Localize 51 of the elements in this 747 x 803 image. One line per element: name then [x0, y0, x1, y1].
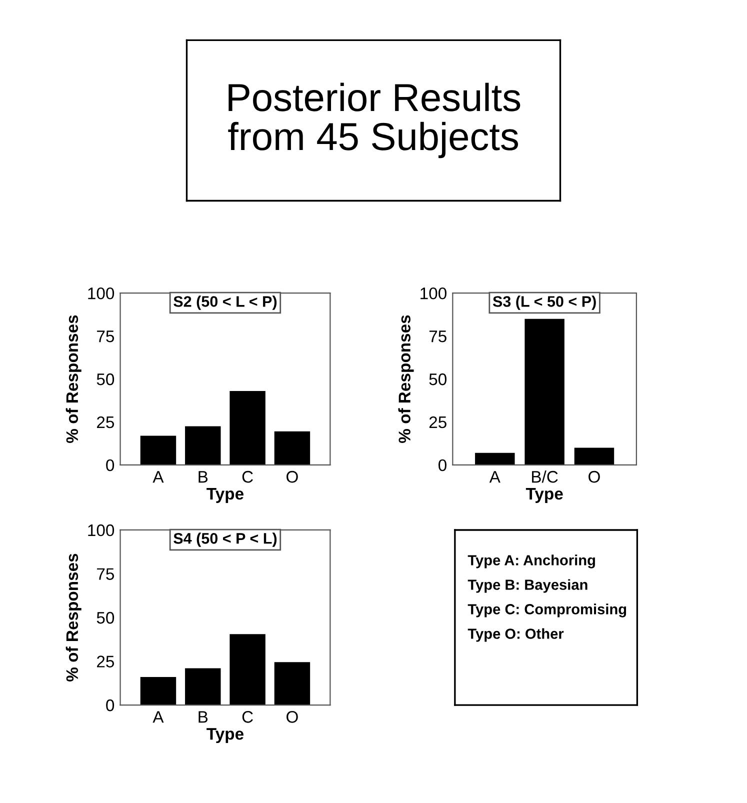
x-tick-label: B/C	[532, 470, 558, 483]
bar	[524, 318, 564, 465]
y-tick-label: 25	[97, 656, 114, 668]
x-axis-title: Type	[206, 488, 244, 503]
bar	[274, 662, 310, 706]
bar	[185, 426, 221, 465]
x-tick-label: B	[198, 471, 208, 483]
y-axis-title: % of Responses	[66, 315, 82, 443]
y-tick-label: 75	[429, 330, 446, 342]
x-axis-title: Type	[206, 728, 244, 744]
x-tick-label: O	[286, 711, 298, 723]
x-tick-label: A	[152, 471, 164, 483]
bar	[185, 668, 221, 706]
x-tick-label: O	[286, 470, 298, 483]
text: Type O: Other	[468, 628, 564, 642]
x-axis-title: Type	[526, 488, 563, 503]
chart-title: S4 (50 < P < L)	[174, 532, 277, 547]
y-tick-label: 50	[96, 373, 114, 386]
y-tick-label: 25	[97, 416, 114, 428]
y-tick-label: 75	[97, 568, 114, 580]
y-tick-label: 100	[88, 524, 114, 536]
bar	[230, 391, 266, 465]
y-tick-label: 0	[438, 459, 446, 472]
text: Posterior Results from 45 Subjects	[228, 82, 520, 158]
x-tick-label: A	[152, 711, 164, 723]
y-tick-label: 100	[420, 287, 446, 300]
y-axis-title: % of Responses	[66, 554, 82, 682]
chart-title: S3 (L < 50 < P)	[492, 296, 596, 310]
bar	[230, 634, 266, 706]
y-tick-label: 50	[96, 612, 114, 624]
y-tick-label: 50	[429, 373, 446, 386]
text: Type A: Anchoring	[468, 554, 595, 568]
bar	[574, 448, 614, 465]
bar	[140, 436, 176, 465]
y-tick-label: 0	[106, 699, 114, 712]
text: Type B: Bayesian	[468, 579, 588, 593]
bar	[274, 431, 310, 465]
y-tick-label: 100	[88, 287, 114, 300]
x-tick-label: B	[198, 711, 208, 723]
x-tick-label: O	[588, 470, 600, 483]
chart-title: S2 (50 < L < P)	[174, 296, 277, 310]
y-tick-label: 0	[106, 459, 114, 472]
y-tick-label: 25	[429, 416, 446, 428]
x-tick-label: C	[242, 470, 253, 483]
text: Type C: Compromising	[468, 604, 626, 618]
bar	[140, 677, 176, 706]
y-tick-label: 75	[97, 330, 114, 342]
y-axis-title: % of Responses	[398, 315, 414, 443]
x-tick-label: C	[242, 711, 253, 723]
bar	[475, 452, 515, 465]
x-tick-label: A	[489, 471, 500, 483]
